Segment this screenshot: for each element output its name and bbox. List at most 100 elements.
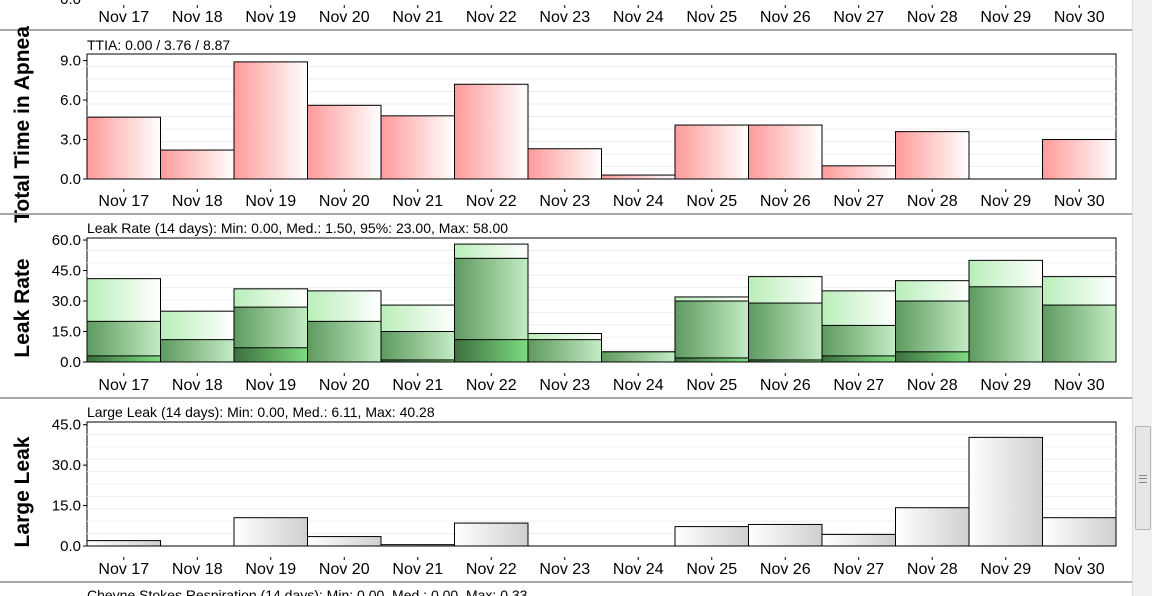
- top-partial-date-label: Nov 17: [98, 9, 149, 26]
- leak-bar: [748, 359, 823, 363]
- large-ytick-label: 15.0: [52, 498, 81, 515]
- leak-bar: [86, 355, 161, 363]
- large-bar: [674, 526, 749, 547]
- leak-bar: [674, 300, 749, 363]
- top-partial-date-label: Nov 29: [980, 9, 1031, 26]
- top-partial-date-label: Nov 30: [1054, 9, 1105, 26]
- apnea-date-label: Nov 21: [392, 193, 443, 210]
- apnea-ytick-label: 9.0: [60, 53, 81, 70]
- apnea-title: TTIA: 0.00 / 3.76 / 8.87: [87, 37, 230, 53]
- apnea-date-label: Nov 25: [686, 193, 737, 210]
- leak-date-label: Nov 30: [1054, 377, 1105, 394]
- large-date-label: Nov 20: [319, 561, 370, 578]
- leak-ytick-label: 45.0: [52, 263, 81, 280]
- apnea-bar: [86, 116, 161, 180]
- leak-date-label: Nov 25: [686, 377, 737, 394]
- apnea-bar: [233, 61, 308, 180]
- apnea-bar: [307, 104, 382, 180]
- leak-date-label: Nov 29: [980, 377, 1031, 394]
- apnea-date-label: Nov 17: [98, 193, 149, 210]
- large-date-label: Nov 23: [539, 561, 590, 578]
- large-bar: [968, 436, 1043, 547]
- leak-bar: [380, 331, 455, 363]
- apnea-date-label: Nov 30: [1054, 193, 1105, 210]
- large-bar: [454, 522, 529, 547]
- leak-bar: [454, 339, 529, 363]
- leak-bar: [527, 339, 602, 363]
- large-date-label: Nov 28: [907, 561, 958, 578]
- leak-date-label: Nov 21: [392, 377, 443, 394]
- leak-date-label: Nov 27: [833, 377, 884, 394]
- apnea-date-label: Nov 24: [613, 193, 664, 210]
- large-bar: [233, 517, 308, 547]
- apnea-bar: [601, 174, 676, 180]
- leak-date-label: Nov 18: [172, 377, 223, 394]
- leak-date-label: Nov 23: [539, 377, 590, 394]
- leak-bar: [895, 351, 970, 363]
- leak-date-label: Nov 20: [319, 377, 370, 394]
- scrollbar-thumb[interactable]: [1135, 426, 1151, 530]
- large-date-label: Nov 26: [760, 561, 811, 578]
- top-partial-date-label: Nov 23: [539, 9, 590, 26]
- large-bar: [307, 536, 382, 547]
- large-title: Large Leak (14 days): Min: 0.00, Med.: 6…: [87, 404, 435, 420]
- apnea-date-label: Nov 20: [319, 193, 370, 210]
- large-ytick-label: 45.0: [52, 417, 81, 434]
- large-date-label: Nov 19: [245, 561, 296, 578]
- top-partial-date-label: Nov 21: [392, 9, 443, 26]
- leak-bar: [601, 351, 676, 363]
- apnea-bar: [821, 165, 896, 180]
- apnea-date-label: Nov 29: [980, 193, 1031, 210]
- large-ytick-label: 30.0: [52, 457, 81, 474]
- large-date-label: Nov 30: [1054, 561, 1105, 578]
- apnea-bar: [674, 124, 749, 180]
- leak-bar: [160, 339, 235, 363]
- large-bar: [748, 523, 823, 547]
- leak-bar: [1042, 304, 1117, 363]
- apnea-bar: [748, 124, 823, 180]
- vertical-scrollbar[interactable]: [1132, 0, 1152, 596]
- large-bar: [821, 533, 896, 547]
- leak-date-label: Nov 26: [760, 377, 811, 394]
- top-partial-date-label: Nov 19: [245, 9, 296, 26]
- leak-bar: [748, 302, 823, 363]
- large-bar: [1042, 517, 1117, 547]
- top-partial-date-label: Nov 27: [833, 9, 884, 26]
- apnea-bar: [160, 149, 235, 180]
- apnea-ytick-label: 6.0: [60, 92, 81, 109]
- apnea-ylabel: Total Time in Apnea: [11, 26, 34, 223]
- large-date-label: Nov 18: [172, 561, 223, 578]
- large-date-label: Nov 27: [833, 561, 884, 578]
- large-ytick-label: 0.0: [60, 538, 81, 555]
- leak-bar: [307, 320, 382, 363]
- top-partial-date-label: Nov 20: [319, 9, 370, 26]
- leak-bar: [968, 286, 1043, 363]
- leak-bar: [233, 347, 308, 363]
- apnea-ytick-label: 0.0: [60, 171, 81, 188]
- leak-title: Leak Rate (14 days): Min: 0.00, Med.: 1.…: [87, 220, 508, 236]
- top-partial-date-label: Nov 24: [613, 9, 664, 26]
- top-partial-date-label: Nov 22: [466, 9, 517, 26]
- leak-date-label: Nov 17: [98, 377, 149, 394]
- large-date-label: Nov 24: [613, 561, 664, 578]
- leak-ytick-label: 30.0: [52, 293, 81, 310]
- apnea-date-label: Nov 19: [245, 193, 296, 210]
- apnea-bar: [1042, 139, 1117, 180]
- leak-bar: [86, 320, 161, 363]
- apnea-date-label: Nov 23: [539, 193, 590, 210]
- leak-bar: [821, 355, 896, 363]
- large-date-label: Nov 22: [466, 561, 517, 578]
- top-partial-date-label: Nov 26: [760, 9, 811, 26]
- large-date-label: Nov 25: [686, 561, 737, 578]
- top-partial-tick-label: 0.0: [60, 0, 81, 8]
- leak-date-label: Nov 24: [613, 377, 664, 394]
- leak-bar: [380, 359, 455, 363]
- top-partial-date-label: Nov 28: [907, 9, 958, 26]
- bottom-partial-title: Cheyne Stokes Respiration (14 days): Min…: [87, 587, 528, 596]
- apnea-ytick-label: 3.0: [60, 132, 81, 149]
- apnea-date-label: Nov 28: [907, 193, 958, 210]
- leak-ylabel: Leak Rate: [11, 258, 34, 357]
- apnea-date-label: Nov 22: [466, 193, 517, 210]
- leak-bar: [674, 357, 749, 363]
- apnea-bar: [895, 131, 970, 180]
